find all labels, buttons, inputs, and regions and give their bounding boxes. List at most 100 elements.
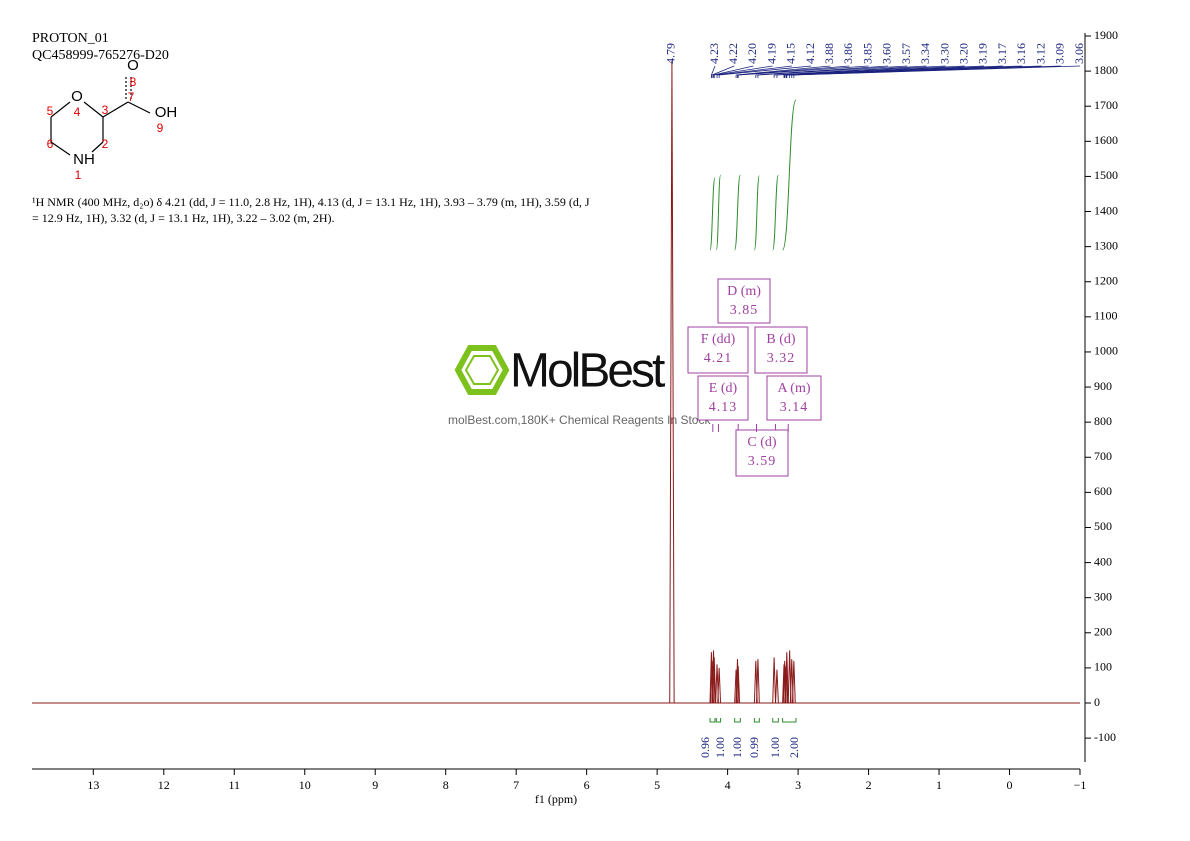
integral-label: 0.96	[698, 737, 712, 758]
y-tick-label: 0	[1094, 695, 1100, 709]
atom-symbol: OH	[155, 104, 178, 121]
atom-number: 7	[128, 90, 135, 104]
logo	[454, 345, 510, 395]
peak	[735, 659, 740, 704]
atom-number: 6	[47, 137, 54, 151]
x-tick-label: 1	[936, 778, 942, 792]
x-tick-label: 2	[866, 778, 872, 792]
x-tick-label: 6	[584, 778, 590, 792]
peak-leader	[738, 65, 869, 76]
peak-label: 4.23	[707, 43, 721, 64]
peak	[756, 659, 760, 704]
peak-label: 4.12	[803, 43, 817, 64]
integral-label: 2.00	[787, 737, 801, 758]
multiplet-name: D (m)	[727, 284, 761, 299]
multiplet-box	[766, 375, 822, 421]
atom-number: 5	[47, 104, 54, 118]
integral-label: 1.00	[730, 737, 744, 758]
watermark-tagline: molBest.com,180K+ Chemical Reagents In S…	[448, 413, 711, 427]
peak-leader	[711, 65, 716, 76]
multiplet-shift: 4.13	[709, 400, 738, 415]
y-tick-label: 700	[1094, 449, 1112, 463]
peak-leader	[711, 65, 735, 76]
multiplet-name: E (d)	[709, 381, 738, 396]
peak-label: 3.88	[822, 43, 836, 64]
y-tick-label: 1700	[1094, 98, 1118, 112]
peak-label: 3.19	[976, 43, 990, 64]
x-tick-label: 9	[372, 778, 378, 792]
integral-bracket	[734, 718, 741, 723]
atom-number: 2	[102, 137, 109, 151]
peak	[784, 652, 789, 704]
y-tick-label: 1100	[1094, 309, 1118, 323]
y-tick-label: 600	[1094, 484, 1112, 498]
peak-label: 3.16	[1014, 43, 1028, 64]
x-tick-label: 11	[228, 778, 240, 792]
x-tick-label: 3	[795, 778, 801, 792]
atom-symbol: O	[127, 57, 139, 74]
multiplet-box	[687, 326, 749, 374]
atom-number: 1	[75, 168, 82, 182]
peak	[669, 60, 675, 704]
peak-leader	[793, 65, 1081, 76]
peak	[736, 666, 741, 704]
y-tick-label: 400	[1094, 554, 1112, 568]
structure-bonds	[50, 76, 151, 156]
multiplet-box	[697, 375, 749, 421]
peak-leader	[757, 65, 908, 76]
peak-label: 4.22	[726, 43, 740, 64]
y-tick-label: 1900	[1094, 28, 1118, 42]
y-tick-label: 1500	[1094, 168, 1118, 182]
x-tick-label: 4	[725, 778, 731, 792]
x-tick-label: −1	[1074, 778, 1087, 792]
peak-leader	[714, 65, 773, 76]
multiplet-box	[754, 326, 808, 374]
multiplet-shift: 3.32	[767, 351, 796, 366]
peak-label: 3.12	[1033, 43, 1047, 64]
x-tick-label: 8	[443, 778, 449, 792]
integral-bracket	[782, 718, 797, 723]
peak-label: 3.60	[880, 43, 894, 64]
peak-label: 3.30	[937, 43, 951, 64]
multiplet-shift: 3.14	[780, 400, 809, 415]
integral-label: 0.99	[747, 737, 761, 758]
y-tick-label: -100	[1094, 730, 1116, 744]
y-tick-label: 1200	[1094, 273, 1118, 287]
integral-curve	[709, 177, 716, 251]
peak-label: 3.57	[899, 43, 913, 64]
peak	[717, 667, 722, 704]
y-tick-label: 1800	[1094, 63, 1118, 77]
y-tick-label: 100	[1094, 660, 1112, 674]
integral-curve	[715, 174, 722, 251]
integral-label: 1.00	[713, 737, 727, 758]
integral-curve	[772, 174, 779, 251]
peak-label: 3.09	[1053, 43, 1067, 64]
peak	[791, 660, 796, 704]
integral-bracket	[709, 718, 716, 723]
peak	[772, 657, 777, 704]
integral-bracket	[753, 718, 760, 723]
x-tick-label: 5	[654, 778, 660, 792]
peak-label: 3.86	[841, 43, 855, 64]
peak-label: 3.20	[956, 43, 970, 64]
peak-label: 3.17	[995, 43, 1009, 64]
atom-number: 3	[102, 103, 109, 117]
x-axis-label: f1 (ppm)	[535, 792, 577, 806]
x-tick-label: 10	[299, 778, 311, 792]
multiplet-box	[735, 429, 789, 477]
multiplet-name: F (dd)	[701, 332, 736, 347]
nmr-description: ¹H NMR (400 MHz, d₂o) δ 4.21 (dd, J = 11…	[32, 195, 590, 225]
multiplet-name: C (d)	[747, 435, 777, 450]
peak-leader	[716, 65, 792, 76]
peak	[712, 657, 717, 704]
multiplet-shift: 4.21	[704, 351, 733, 366]
peak-label: 3.06	[1072, 43, 1086, 64]
peak-label: 4.19	[764, 43, 778, 64]
integral-bracket	[715, 718, 722, 723]
multiplet-shift: 3.85	[730, 303, 759, 318]
y-tick-label: 900	[1094, 379, 1112, 393]
peak-label: 3.85	[860, 43, 874, 64]
atom-symbol: O	[71, 88, 83, 105]
integral-curve	[753, 175, 760, 251]
